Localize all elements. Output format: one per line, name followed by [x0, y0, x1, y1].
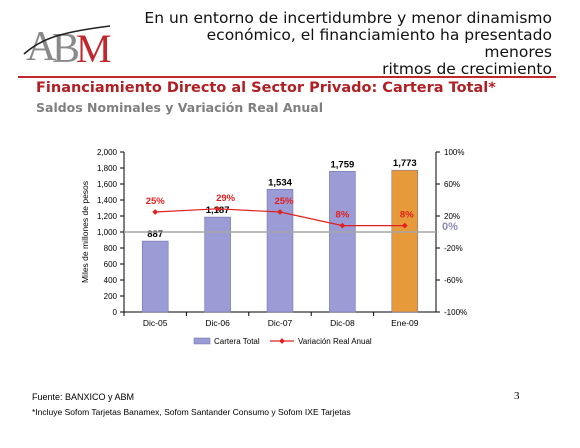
- y-tick-label: 0: [113, 308, 118, 317]
- y2-tick-label: 20%: [444, 212, 460, 221]
- x-tick-label: Dic-05: [143, 318, 168, 328]
- legend-swatch-marker: [279, 338, 285, 344]
- y2-tick-label: -60%: [444, 276, 463, 285]
- y-tick-label: 1,600: [97, 180, 118, 189]
- variation-point: [277, 209, 283, 215]
- variation-value-label: 25%: [146, 196, 166, 207]
- page-number: 3: [514, 390, 520, 402]
- source-note: Fuente: BANXICO y ABM: [32, 392, 135, 402]
- legend-label-variacion: Variación Real Anual: [298, 337, 372, 346]
- y2-tick-label: -20%: [444, 244, 463, 253]
- variation-value-label: 25%: [274, 196, 294, 207]
- x-tick-label: Dic-08: [330, 318, 355, 328]
- y-tick-label: 800: [104, 244, 118, 253]
- variation-value-label: 29%: [216, 193, 236, 204]
- svg-text:M: M: [76, 26, 112, 70]
- bar: [204, 216, 231, 313]
- x-tick-label: Ene-09: [391, 318, 419, 328]
- y2-tick-label: 100%: [444, 148, 464, 157]
- variation-point: [401, 222, 408, 229]
- bar: [329, 171, 356, 313]
- header-rule: [18, 76, 556, 78]
- y-tick-label: 1,400: [97, 196, 118, 205]
- abm-logo: A B M: [23, 24, 112, 70]
- slide-headline: En un entorno de incertidumbre y menor d…: [140, 10, 552, 78]
- headline-line-1: En un entorno de incertidumbre y menor d…: [144, 9, 552, 27]
- footnote: *Incluye Sofom Tarjetas Banamex, Sofom S…: [32, 407, 351, 417]
- slide-subtitle: Saldos Nominales y Variación Real Anual: [36, 100, 324, 115]
- variation-point: [152, 209, 159, 215]
- headline-line-3: ritmos de crecimiento: [382, 60, 552, 78]
- variation-point: [214, 205, 221, 212]
- y2-tick-label: 60%: [444, 180, 460, 189]
- svg-text:A: A: [26, 24, 57, 70]
- legend-label-cartera: Cartera Total: [214, 337, 260, 346]
- variation-value-label: 8%: [400, 210, 414, 221]
- bar-value-label: 1,534: [268, 177, 292, 188]
- bar-value-label: 1,759: [331, 159, 355, 170]
- bar-value-label: 887: [147, 229, 163, 240]
- bar-value-label: 1,773: [393, 158, 417, 169]
- y2-tick-label: -100%: [444, 308, 467, 317]
- y-tick-label: 2,000: [97, 148, 118, 157]
- variation-point: [339, 222, 346, 229]
- y-tick-label: 400: [104, 276, 118, 285]
- y-tick-label: 1,200: [97, 212, 118, 221]
- y-axis-label: Miles de millones de pesos: [80, 181, 90, 283]
- legend-swatch-bar: [193, 337, 211, 345]
- headline-line-2: económico, el financiamiento ha presenta…: [206, 26, 552, 61]
- bar: [266, 189, 294, 313]
- y-tick-label: 1,000: [97, 228, 118, 237]
- combo-chart: 0 200 400 600 800 1,000 1,200 1,400 1,600 1,800 2,…: [80, 148, 467, 346]
- bar: [391, 169, 419, 313]
- y-tick-label: 1,800: [97, 164, 118, 173]
- y-tick-label: 200: [104, 292, 118, 301]
- x-tick-label: Dic-07: [268, 318, 293, 328]
- zero-reference-label: 0%: [442, 221, 458, 233]
- y-tick-label: 600: [104, 260, 118, 269]
- bar: [141, 240, 169, 313]
- variation-value-label: 8%: [336, 210, 350, 221]
- x-tick-label: Dic-06: [205, 318, 230, 328]
- slide-title: Financiamiento Directo al Sector Privado…: [36, 80, 496, 96]
